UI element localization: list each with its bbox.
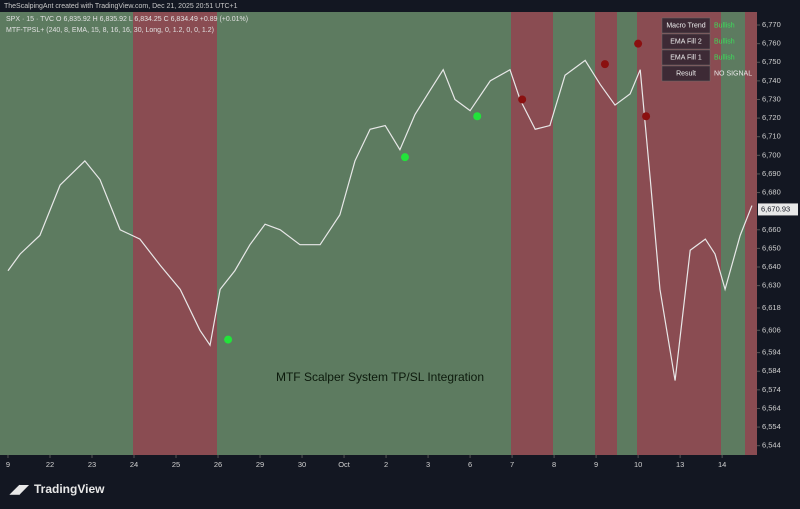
bear-zone [511, 12, 553, 455]
bear-zone [133, 12, 217, 455]
x-tick-label: 30 [298, 460, 306, 469]
y-tick-label: 6,650 [762, 243, 781, 252]
table-label: Result [676, 70, 696, 77]
x-tick-label: 6 [468, 460, 472, 469]
x-tick-label: 7 [510, 460, 514, 469]
last-price-box [758, 203, 798, 216]
y-tick-label: 6,660 [762, 225, 781, 234]
annotation: MTF Scalper System TP/SL Integration [276, 370, 484, 384]
y-tick-label: 6,770 [762, 20, 781, 29]
y-tick-label: 6,564 [762, 403, 781, 412]
brand: TradingView [34, 482, 105, 496]
table-cell [661, 17, 711, 34]
bear-zones [133, 12, 757, 455]
x-tick-label: 10 [634, 460, 642, 469]
signal-dot [400, 153, 409, 162]
x-tick-label: 3 [426, 460, 430, 469]
x-tick-label: 8 [552, 460, 556, 469]
y-tick-label: 6,554 [762, 422, 781, 431]
y-tick-label: 6,760 [762, 39, 781, 48]
table-value: Bullish [714, 22, 735, 29]
x-tick-label: 2 [384, 460, 388, 469]
y-tick-label: 6,690 [762, 169, 781, 178]
table-label: EMA Fill 2 [670, 38, 702, 45]
y-tick-label: 6,680 [762, 188, 781, 197]
x-tick-label: Oct [338, 460, 351, 469]
x-tick-label: 13 [676, 460, 684, 469]
logo-mark: ◢◤ [9, 482, 29, 496]
y-tick-label: 6,544 [762, 441, 781, 450]
x-tick-label: 14 [718, 460, 726, 469]
y-tick-label: 6,740 [762, 76, 781, 85]
signal-dot [634, 39, 643, 48]
y-axis [757, 12, 800, 455]
y-tick-label: 6,640 [762, 262, 781, 271]
table-label: EMA Fill 1 [670, 54, 702, 61]
symbol-line: SPX · 15 · TVC O 6,835.92 H 6,835.92 L 6… [6, 16, 248, 23]
x-tick-label: 23 [88, 460, 96, 469]
x-tick-label: 9 [6, 460, 10, 469]
y-tick-label: 6,618 [762, 303, 781, 312]
y-tick-label: 6,574 [762, 385, 781, 394]
x-tick-label: 24 [130, 460, 138, 469]
indicator-line: MTF-TPSL+ (240, 8, EMA, 15, 8, 16, 16, 3… [6, 27, 214, 34]
table-cell [661, 33, 711, 50]
table-cell [661, 65, 711, 82]
signal-dot [642, 112, 651, 121]
signal-dot [473, 112, 482, 121]
y-tick-label: 6,730 [762, 94, 781, 103]
y-tick-label: 6,594 [762, 348, 781, 357]
bear-zone [745, 12, 757, 455]
last-price-label: 6,670.93 [761, 204, 790, 213]
footer: ◢◤ TradingView [9, 482, 105, 496]
y-tick-label: 6,606 [762, 325, 781, 334]
y-tick-label: 6,700 [762, 150, 781, 159]
x-tick-label: 25 [172, 460, 180, 469]
y-tick-label: 6,750 [762, 57, 781, 66]
signal-dot [224, 335, 233, 344]
y-tick-label: 6,720 [762, 113, 781, 122]
bear-zone [595, 12, 617, 455]
y-tick-label: 6,710 [762, 132, 781, 141]
x-tick-label: 26 [214, 460, 222, 469]
price-line [7, 59, 753, 381]
header: TheScalpingAnt created with TradingView.… [4, 3, 238, 10]
plot-area [0, 12, 757, 455]
x-tick-label: 22 [46, 460, 54, 469]
table-value: Bullish [714, 54, 735, 61]
table-cell [661, 49, 711, 66]
y-tick-label: 6,584 [762, 366, 781, 375]
signal-dot [518, 95, 527, 104]
bear-zone [637, 12, 721, 455]
x-tick-label: 29 [256, 460, 264, 469]
table-label: Macro Trend [666, 22, 705, 29]
signal-dot [600, 60, 609, 69]
y-tick-label: 6,630 [762, 281, 781, 290]
table-value: Bullish [714, 38, 735, 45]
table-value: NO SIGNAL [714, 70, 752, 77]
x-tick-label: 9 [594, 460, 598, 469]
